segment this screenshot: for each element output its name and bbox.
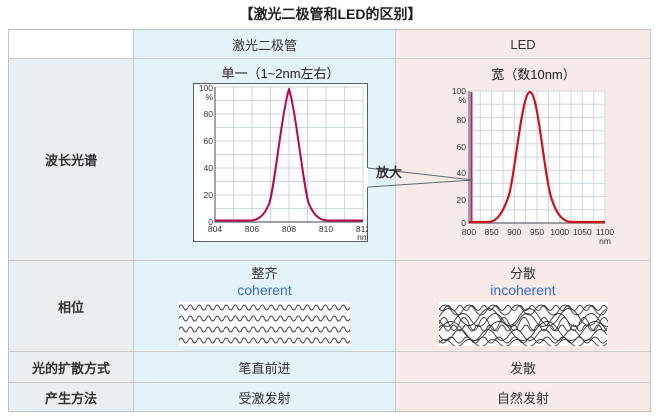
row-label-phase: 相位	[9, 261, 133, 351]
laser-diffusion-value: 笔直前进	[134, 352, 395, 382]
laser-phase-cell: 整齐 coherent	[134, 261, 395, 351]
led-y-unit: %	[458, 95, 466, 105]
laser-ytick: 20	[204, 190, 214, 200]
laser-phase-value: 整齐	[251, 266, 278, 281]
led-phase-en: incoherent	[490, 282, 556, 298]
laser-xtick: 812	[356, 224, 368, 234]
led-xtick: 1100	[596, 227, 615, 237]
comparison-table: 激光二极管 LED 波长光谱 单一（1~2nm左右）	[8, 29, 651, 412]
led-ytick: 60	[457, 142, 467, 152]
led-xtick: 950	[530, 227, 544, 237]
led-xtick: 850	[485, 227, 499, 237]
led-spectrum-cell: 宽（数10nm）	[396, 59, 650, 260]
laser-x-unit: nm	[357, 232, 368, 242]
laser-spectrum-chart: 100 % 80 60 40 20 0 804 806 808 810 812 …	[193, 83, 368, 242]
laser-xtick: 804	[208, 224, 222, 234]
laser-spectrum-cell: 单一（1~2nm左右）	[134, 59, 395, 260]
incoherent-waves-image	[438, 302, 608, 346]
coherent-waves-image	[179, 302, 350, 346]
page-title: 【激光二极管和LED的区别】	[239, 6, 422, 22]
laser-ytick: 60	[204, 136, 214, 146]
laser-grid	[214, 86, 364, 223]
column-header-laser: 激光二极管	[134, 30, 395, 58]
laser-y-unit: %	[205, 92, 213, 102]
corner-cell	[9, 30, 133, 58]
laser-ytick: 40	[204, 163, 214, 173]
laser-ytick: 80	[204, 109, 214, 119]
laser-ytick: 100	[199, 83, 213, 93]
laser-phase-en: coherent	[237, 282, 292, 298]
row-label-spectrum: 波长光谱	[9, 59, 133, 260]
led-xtick: 800	[462, 227, 476, 237]
led-xtick: 1000	[550, 227, 569, 237]
laser-curve	[215, 88, 363, 222]
laser-chart-title: 单一（1~2nm左右）	[221, 66, 340, 81]
led-ytick: 40	[457, 168, 467, 178]
laser-xtick: 806	[245, 224, 259, 234]
laser-ytick: 0	[208, 217, 213, 227]
led-ytick: 100	[452, 86, 466, 96]
laser-generation-value: 受激发射	[134, 383, 395, 411]
led-diffusion-value: 发散	[396, 352, 650, 382]
led-phase-cell: 分散 incoherent	[396, 261, 650, 351]
led-phase-value: 分散	[509, 266, 536, 281]
led-xtick: 900	[507, 227, 521, 237]
laser-xtick: 810	[319, 224, 333, 234]
laser-chart-frame	[193, 83, 368, 242]
led-curve	[469, 90, 605, 224]
row-label-generation: 产生方法	[9, 383, 133, 411]
led-ytick: 20	[457, 195, 467, 205]
column-header-led: LED	[396, 30, 650, 58]
led-xtick: 1050	[573, 227, 592, 237]
led-generation-value: 自然发射	[396, 383, 650, 411]
led-x-unit: nm	[599, 236, 611, 246]
laser-axes	[214, 87, 363, 223]
laser-spectrum-plot: 100 % 80 60 40 20 0 804 806 808 810 812 …	[193, 83, 368, 242]
led-chart-title: 宽（数10nm）	[491, 67, 576, 82]
laser-xtick: 808	[282, 224, 296, 234]
led-ytick: 80	[457, 115, 467, 125]
row-label-diffusion: 光的扩散方式	[9, 352, 133, 382]
led-spectrum-chart: 100 % 80 60 40 20 0 800 850 900 950 1000…	[452, 86, 615, 246]
led-ytick: 0	[461, 218, 466, 228]
